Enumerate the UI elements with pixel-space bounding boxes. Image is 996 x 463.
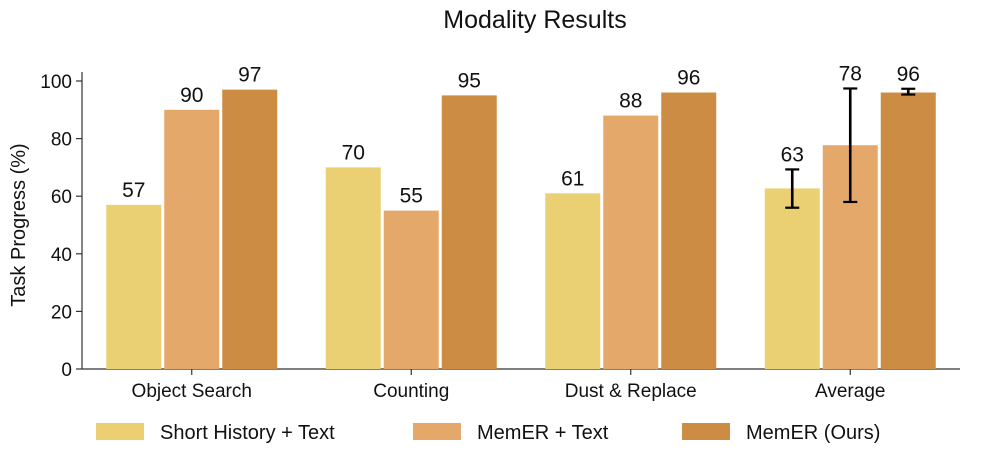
y-tick-label: 0 [61,360,72,381]
bar [164,109,220,370]
data-label: 57 [122,179,145,202]
legend-swatch [96,423,144,440]
x-tick-label: Average [815,381,885,402]
bar [325,167,381,369]
data-label: 96 [677,67,700,90]
bar [880,92,936,370]
bar [603,115,659,369]
legend-label: MemER + Text [477,422,609,444]
data-label: 97 [238,64,261,87]
bar [661,92,717,370]
x-tick-label: Counting [373,381,449,402]
legend: Short History + Text MemER + Text MemER (O… [96,422,880,444]
data-label: 88 [619,90,642,113]
data-label: 78 [839,62,862,85]
data-label: 90 [180,84,203,107]
data-label: 63 [781,143,804,166]
legend-label: MemER (Ours) [746,422,880,444]
y-tick-label: 40 [51,245,72,266]
legend-swatch [682,423,730,440]
y-tick-label: 100 [40,72,72,93]
chart-title: Modality Results [443,6,626,34]
y-tick-label: 60 [51,187,72,208]
x-tick-label: Object Search [132,381,252,402]
data-label: 96 [897,63,920,86]
bar [222,89,278,369]
x-tick-label: Dust & Replace [565,381,697,402]
legend-swatch [413,423,461,440]
data-label: 70 [342,141,365,164]
y-tick-label: 80 [51,130,72,151]
legend-label: Short History + Text [160,422,335,444]
y-axis-label: Task Progress (%) [8,143,30,306]
bar [106,204,162,369]
bar [764,188,820,369]
data-label: 95 [458,69,481,92]
bar [383,210,439,369]
data-label: 55 [400,185,423,208]
bar [441,95,497,370]
y-tick-label: 20 [51,302,72,323]
plot-area: 0 20 40 60 80 100 Object Search 57 90 97 Counting 7… [40,62,960,402]
data-label: 61 [561,167,584,190]
bar [545,193,601,369]
